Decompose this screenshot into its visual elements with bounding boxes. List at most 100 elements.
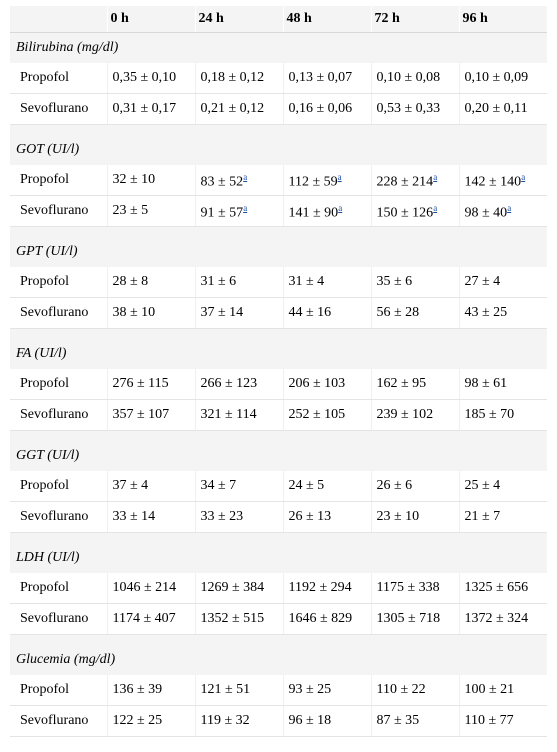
cell-value: 321 ± 114 (200, 407, 257, 422)
section-header-row: GPT (UI/l) (10, 237, 547, 267)
value-cell: 119 ± 32 (194, 705, 283, 737)
cell-value: 0,20 ± 0,11 (464, 101, 528, 116)
footnote-marker: a (338, 201, 342, 214)
cell-value: 1305 ± 718 (376, 611, 441, 626)
cell-value: 150 ± 126 (376, 205, 434, 221)
cell-value: 0,13 ± 0,07 (288, 70, 353, 85)
table-row: Propofol 37 ± 4 34 ± 7 24 ± 5 26 ± 6 25 ± 4 (10, 471, 547, 502)
cell-value: 23 ± 10 (376, 509, 420, 524)
cell-value: 25 ± 4 (464, 478, 501, 493)
spacer-cell (10, 328, 547, 339)
footnote-link[interactable]: a (243, 202, 248, 213)
cell-value: 142 ± 140 (464, 174, 522, 190)
table-container: 0 h 24 h 48 h 72 h 96 h Bilirubina (mg/d… (10, 6, 547, 741)
cell-value: 44 ± 16 (288, 305, 332, 320)
cell-value: 357 ± 107 (112, 407, 170, 422)
value-cell: 37 ± 4 (106, 471, 195, 502)
value-cell: 33 ± 23 (194, 501, 283, 533)
value-cell: 0,10 ± 0,08 (370, 63, 459, 94)
table-body: Bilirubina (mg/dl) Propofol 0,35 ± 0,10 0,1… (10, 32, 547, 737)
footnote-link[interactable]: a (337, 171, 342, 182)
lab-values-table: 0 h 24 h 48 h 72 h 96 h Bilirubina (mg/d… (10, 6, 547, 737)
value-cell: 0,20 ± 0,11 (458, 93, 547, 125)
section-title: GOT (UI/l) (10, 135, 547, 165)
value-cell: 44 ± 16 (282, 297, 371, 329)
cell-value: 31 ± 4 (288, 274, 325, 289)
cell-value: 1192 ± 294 (288, 580, 352, 595)
footnote-link[interactable]: a (507, 202, 512, 213)
header-cell-48h: 48 h (282, 6, 371, 33)
cell-value: 31 ± 6 (200, 274, 237, 289)
row-label: Propofol (10, 63, 107, 94)
footnote-link[interactable]: a (521, 171, 526, 182)
cell-value: 239 ± 102 (376, 407, 434, 422)
cell-value: 96 ± 18 (288, 713, 332, 728)
footnote-link[interactable]: a (243, 171, 248, 182)
value-cell: 121 ± 51 (194, 675, 283, 706)
table-row: Propofol 276 ± 115 266 ± 123 206 ± 103 162 ±… (10, 369, 547, 400)
header-cell-blank (10, 6, 107, 33)
cell-value: 33 ± 14 (112, 509, 156, 524)
section-title: FA (UI/l) (10, 339, 547, 369)
row-label: Propofol (10, 369, 107, 400)
cell-value: 24 ± 5 (288, 478, 325, 493)
section-header-row: LDH (UI/l) (10, 543, 547, 573)
value-cell: 206 ± 103 (282, 369, 371, 400)
cell-value: 32 ± 10 (112, 172, 156, 187)
cell-value: 28 ± 8 (112, 274, 149, 289)
value-cell: 93 ± 25 (282, 675, 371, 706)
cell-value: 27 ± 4 (464, 274, 501, 289)
value-cell: 83 ± 52a (194, 165, 283, 196)
value-cell: 112 ± 59a (282, 165, 371, 196)
row-label: Sevoflurano (10, 93, 107, 125)
row-label: Sevoflurano (10, 603, 107, 635)
table-row: Sevoflurano 357 ± 107 321 ± 114 252 ± 105 23… (10, 399, 547, 431)
cell-value: 276 ± 115 (112, 376, 169, 391)
row-label: Propofol (10, 573, 107, 604)
value-cell: 98 ± 40a (458, 195, 547, 227)
cell-value: 162 ± 95 (376, 376, 427, 391)
section-title: LDH (UI/l) (10, 543, 547, 573)
footnote-marker: a (243, 170, 247, 183)
row-label: Propofol (10, 471, 107, 502)
cell-value: 37 ± 4 (112, 478, 149, 493)
value-cell: 185 ± 70 (458, 399, 547, 431)
footnote-link[interactable]: a (433, 171, 438, 182)
value-cell: 27 ± 4 (458, 267, 547, 298)
cell-value: 141 ± 90 (288, 205, 339, 221)
row-label: Propofol (10, 267, 107, 298)
table-row: Sevoflurano 1174 ± 407 1352 ± 515 1646 ± 82… (10, 603, 547, 635)
row-label: Propofol (10, 165, 107, 196)
value-cell: 162 ± 95 (370, 369, 459, 400)
cell-value: 228 ± 214 (376, 174, 434, 190)
value-cell: 357 ± 107 (106, 399, 195, 431)
value-cell: 1046 ± 214 (106, 573, 195, 604)
value-cell: 87 ± 35 (370, 705, 459, 737)
value-cell: 26 ± 13 (282, 501, 371, 533)
section-header-row: FA (UI/l) (10, 339, 547, 369)
header-row: 0 h 24 h 48 h 72 h 96 h (10, 6, 547, 33)
cell-value: 1646 ± 829 (288, 611, 353, 626)
cell-value: 0,10 ± 0,08 (376, 70, 441, 85)
cell-value: 110 ± 77 (464, 713, 514, 728)
footnote-marker: a (521, 170, 525, 183)
value-cell: 34 ± 7 (194, 471, 283, 502)
row-label: Sevoflurano (10, 297, 107, 329)
cell-value: 1046 ± 214 (112, 580, 177, 595)
cell-value: 87 ± 35 (376, 713, 420, 728)
cell-value: 23 ± 5 (112, 203, 149, 218)
footnote-link[interactable]: a (433, 202, 438, 213)
cell-value: 119 ± 32 (200, 713, 250, 728)
value-cell: 136 ± 39 (106, 675, 195, 706)
row-label: Sevoflurano (10, 399, 107, 431)
section-spacer (10, 124, 547, 135)
section-spacer (10, 532, 547, 543)
value-cell: 26 ± 6 (370, 471, 459, 502)
footnote-link[interactable]: a (338, 202, 343, 213)
cell-value: 1269 ± 384 (200, 580, 265, 595)
cell-value: 252 ± 105 (288, 407, 346, 422)
table-row: Propofol 1046 ± 214 1269 ± 384 1192 ± 294 11… (10, 573, 547, 604)
cell-value: 91 ± 57 (200, 205, 244, 221)
value-cell: 96 ± 18 (282, 705, 371, 737)
spacer-cell (10, 532, 547, 543)
